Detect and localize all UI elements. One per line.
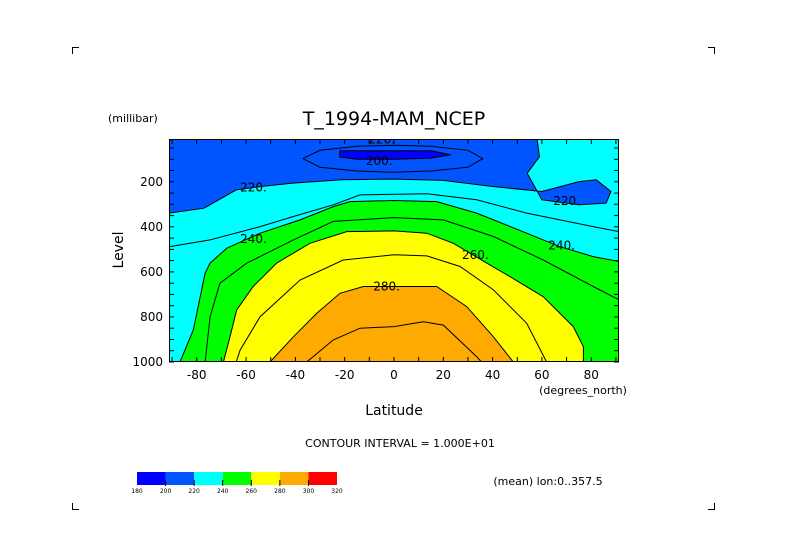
tick-labels: -80 -60 -40 -20 0 20 40 60 80 200 400 600 800 1000 (132, 175, 598, 382)
colorbar-label: 300 (303, 488, 315, 495)
contour-label: 260. (462, 248, 489, 262)
colorbar-label: 320 (331, 488, 343, 495)
colorbar-label: 240 (217, 488, 229, 495)
fill-region-below-200 (339, 150, 451, 160)
contour-label: 240. (548, 238, 575, 252)
contour-label: 220. (368, 132, 395, 146)
corner-marks (72, 47, 715, 510)
x-units: (degrees_north) (539, 384, 627, 397)
y-tick-label: 800 (140, 310, 163, 324)
x-tick-label: -60 (236, 368, 256, 382)
contour-label: 200. (366, 154, 393, 168)
y-units: (millibar) (108, 112, 158, 125)
x-axis-label: Latitude (365, 403, 423, 419)
y-tick-label: 400 (140, 220, 163, 234)
footnote-mean-lon: (mean) lon:0..357.5 (493, 475, 602, 488)
colorbar-swatch (308, 472, 337, 485)
corner-mark-top-right (708, 47, 715, 54)
y-tick-label: 1000 (132, 355, 163, 369)
colorbar-swatch (251, 472, 280, 485)
corner-mark-top-left (72, 47, 79, 54)
contour-line-250 (204, 217, 619, 362)
colorbar-label: 280 (274, 488, 286, 495)
colorbar-label: 260 (246, 488, 258, 495)
plot-area: 220. 200. 220. 220. 240. 240. 260. 280. (169, 132, 619, 362)
contour-label: 280. (373, 280, 400, 294)
corner-mark-bottom-left (72, 503, 79, 510)
x-tick-label: 0 (390, 368, 398, 382)
contour-label: 240. (240, 232, 267, 246)
axis-ticks (169, 139, 619, 363)
fill-region-above-280 (269, 286, 514, 362)
y-tick-label: 600 (140, 265, 163, 279)
colorbar-swatch (165, 472, 195, 485)
x-tick-label: 20 (436, 368, 451, 382)
colorbar-label: 220 (188, 488, 200, 495)
x-tick-label: 80 (584, 368, 599, 382)
contour-line-290 (306, 321, 482, 362)
chart-title: T_1994-MAM_NCEP (302, 108, 486, 130)
contour-line-230 (169, 193, 619, 248)
contour-interval: CONTOUR INTERVAL = 1.000E+01 (305, 437, 495, 450)
fill-region-below-220 (169, 139, 612, 214)
colorbar-swatch (194, 472, 223, 485)
contour-label: 220. (553, 194, 580, 208)
x-tick-label: -80 (187, 368, 207, 382)
x-tick-label: 60 (534, 368, 549, 382)
corner-mark-bottom-right (708, 503, 715, 510)
contour-line-210 (302, 144, 484, 173)
x-tick-label: 40 (485, 368, 500, 382)
colorbar-label: 180 (131, 488, 143, 495)
colorbar: 180 200 220 240 260 280 300 320 (131, 472, 343, 495)
colorbar-label: 200 (160, 488, 172, 495)
contour-label: 220. (240, 180, 267, 194)
y-axis-label: Level (111, 232, 127, 269)
x-tick-label: -20 (335, 368, 355, 382)
colorbar-swatch (137, 472, 166, 485)
contour-line-270 (235, 254, 548, 362)
y-tick-label: 200 (140, 175, 163, 189)
colorbar-swatch (279, 472, 309, 485)
colorbar-swatch (222, 472, 252, 485)
x-tick-label: -40 (286, 368, 306, 382)
